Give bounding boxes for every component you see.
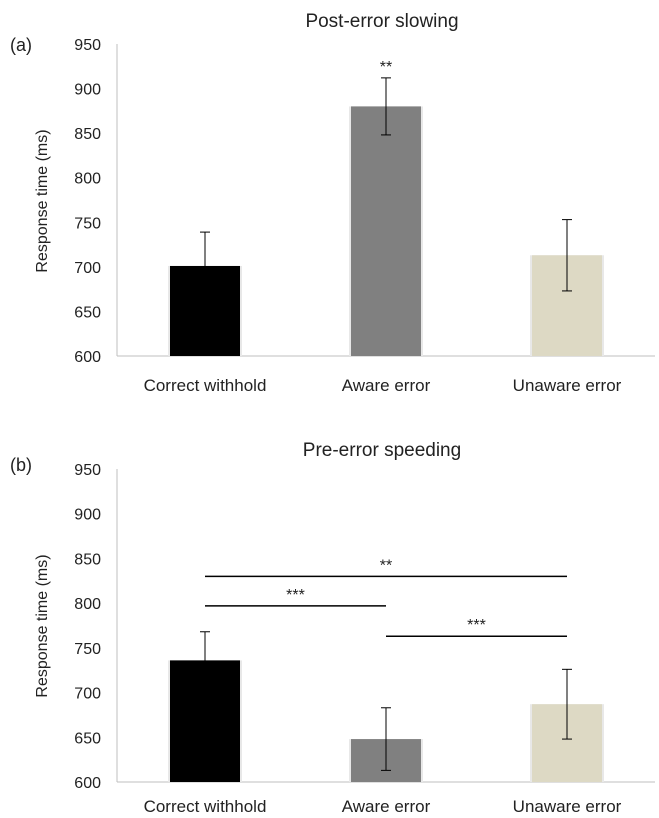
y-tick-label: 850 (74, 126, 101, 143)
y-tick-label: 600 (74, 349, 101, 366)
category-label: Aware error (342, 797, 431, 816)
y-tick-label: 750 (74, 641, 101, 658)
y-tick-label: 950 (74, 37, 101, 54)
y-axis-label: Response time (ms) (34, 129, 51, 272)
category-label: Correct withhold (144, 797, 267, 816)
category-label: Unaware error (513, 376, 622, 395)
y-tick-label: 700 (74, 260, 101, 277)
y-tick-label: 750 (74, 215, 101, 232)
y-tick-label: 700 (74, 686, 101, 703)
category-label: Correct withhold (144, 376, 267, 395)
significance-marker: ** (380, 557, 392, 574)
chart-title: Pre-error speeding (303, 440, 461, 461)
y-tick-label: 650 (74, 730, 101, 747)
significance-marker: *** (286, 587, 305, 604)
category-label: Aware error (342, 376, 431, 395)
y-tick-label: 650 (74, 304, 101, 321)
bar (351, 106, 421, 357)
panel-a: Post-error slowing (a) Response time (ms… (10, 11, 655, 395)
y-axis-label: Response time (ms) (34, 554, 51, 697)
y-tick-label: 900 (74, 507, 101, 524)
y-tick-label: 900 (74, 82, 101, 99)
y-tick-label: 800 (74, 171, 101, 188)
panel-label: (a) (10, 35, 32, 55)
y-tick-label: 800 (74, 596, 101, 613)
panel-b: Pre-error speeding (b) Response time (ms… (10, 440, 655, 816)
significance-marker: ** (380, 59, 392, 76)
y-tick-label: 850 (74, 551, 101, 568)
y-tick-label: 950 (74, 462, 101, 479)
significance-marker: *** (467, 617, 486, 634)
y-tick-label: 600 (74, 775, 101, 792)
category-label: Unaware error (513, 797, 622, 816)
chart-title: Post-error slowing (305, 11, 458, 32)
panel-label: (b) (10, 455, 32, 475)
